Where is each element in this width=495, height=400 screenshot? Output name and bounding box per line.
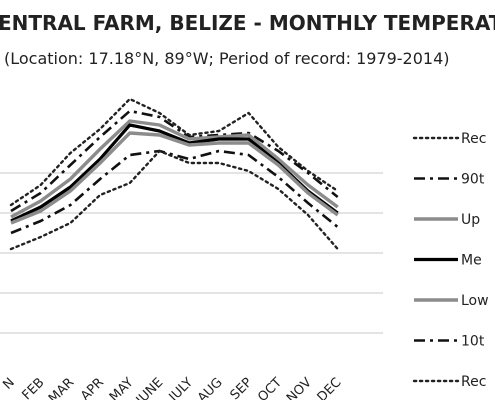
x-tick-label: MAY [107,375,137,400]
x-tick-label: DEC [315,375,345,400]
legend-label-4: Me [461,253,482,269]
x-tick-label: JULY [166,375,196,400]
legend-label-1: Rec [461,131,486,147]
legend: Rec 90t Up Me Low 10t Rec [412,131,489,390]
series-line-1 [9,97,339,207]
chart-subtitle: (Location: 17.18°N, 89°W; Period of reco… [4,49,450,68]
chart-title: ENTRAL FARM, BELIZE - MONTHLY TEMPERATUR [0,11,495,35]
series-line-7 [9,149,339,251]
legend-label-7: Rec [461,374,486,390]
x-tick-label: AUG [195,375,226,400]
series-lines [9,97,339,251]
gridlines [0,172,383,334]
x-tick-label: N [0,375,17,392]
legend-label-5: Low [461,293,489,309]
series-line-2 [10,109,339,213]
x-tick-label: JUNE [133,375,166,400]
x-tick-label: APR [78,375,107,400]
legend-label-2: 90t [461,172,485,188]
x-tick-label: FEB [20,375,48,400]
legend-label-3: Up [461,212,480,228]
x-tick-label: OCT [255,375,285,400]
series-line-3 [10,119,339,219]
x-tick-label: NOV [284,375,315,400]
x-tick-label: SEP [228,375,256,400]
series-line-6 [10,149,339,235]
series-line-5 [10,131,339,225]
legend-label-6: 10t [461,334,485,350]
x-tick-label: MAR [46,375,77,400]
